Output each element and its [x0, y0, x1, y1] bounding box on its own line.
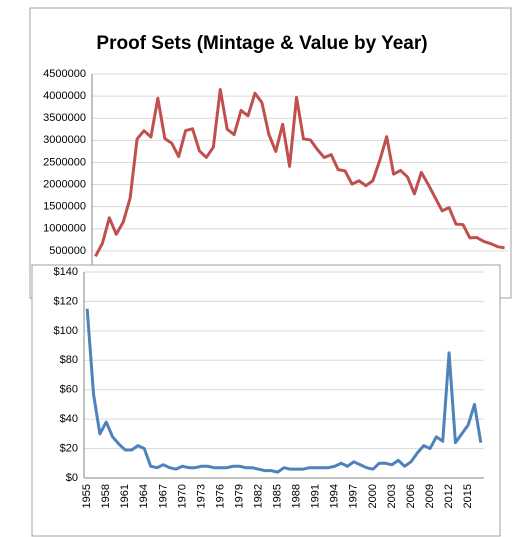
chart-frame [29, 7, 512, 299]
y-tick-label: $60 [60, 384, 78, 396]
data-line [85, 308, 483, 474]
x-tick-label: 1955 [81, 484, 93, 508]
x-tick-label: 2000 [367, 484, 379, 508]
x-tick-label: 1994 [329, 484, 341, 508]
y-tick-label: 2000000 [43, 178, 86, 190]
chart-frame [31, 264, 501, 537]
y-tick-label: 2500000 [43, 156, 86, 168]
x-tick-label: 1985 [272, 484, 284, 508]
y-tick-label: $80 [60, 354, 78, 366]
x-tick-label: 2006 [405, 484, 417, 508]
x-tick-label: 1958 [100, 484, 112, 508]
y-tick-label: $100 [54, 325, 78, 337]
x-tick-label: 1964 [138, 484, 150, 508]
y-tick-label: 500000 [49, 245, 86, 257]
y-tick-label: 3000000 [43, 134, 86, 146]
x-tick-label: 2015 [462, 484, 474, 508]
y-tick-label: 4500000 [43, 68, 86, 80]
x-tick-label: 2012 [443, 484, 455, 508]
x-tick-label: 2009 [424, 484, 436, 508]
x-tick-label: 1979 [233, 484, 245, 508]
y-tick-label: $20 [60, 442, 78, 454]
x-tick-label: 1997 [348, 484, 360, 508]
x-tick-label: 1967 [157, 484, 169, 508]
x-tick-label: 1970 [176, 484, 188, 508]
x-tick-label: 1982 [253, 484, 265, 508]
x-tick-label: 1988 [291, 484, 303, 508]
y-tick-label: 4000000 [43, 90, 86, 102]
y-tick-label: 1500000 [43, 201, 86, 213]
x-tick-label: 2003 [386, 484, 398, 508]
x-tick-label: 1961 [119, 484, 131, 508]
x-tick-label: 1976 [214, 484, 226, 508]
y-tick-label: 1000000 [43, 223, 86, 235]
x-tick-label: 1973 [195, 484, 207, 508]
data-line [94, 87, 505, 257]
y-tick-label: $140 [54, 266, 78, 278]
y-tick-label: $40 [60, 413, 78, 425]
chart-title: Proof Sets (Mintage & Value by Year) [96, 33, 427, 54]
y-tick-label: $0 [66, 472, 78, 484]
y-tick-label: $120 [54, 295, 78, 307]
x-tick-label: 1991 [310, 484, 322, 508]
y-tick-label: 3500000 [43, 112, 86, 124]
